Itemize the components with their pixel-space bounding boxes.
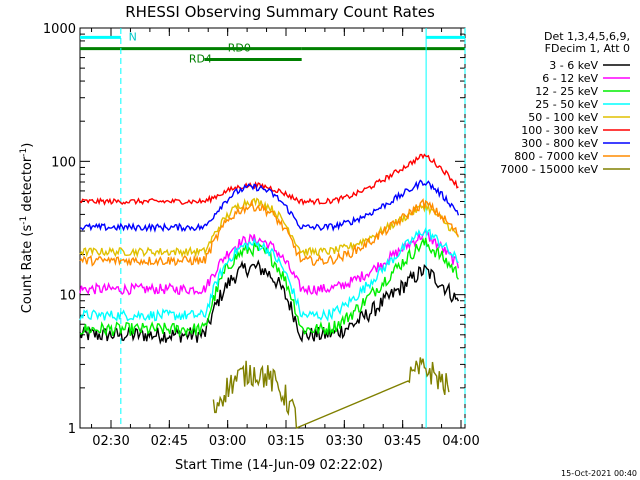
legend: Det 1,3,4,5,6,9, FDecim 1, Att 0 3 - 6 k… [500,30,630,176]
series-line-6-12-kev [79,230,460,297]
x-tick-label: 02:45 [151,434,188,449]
flag-bars: N RD0 RD4 [80,30,465,66]
legend-label: 7000 - 15000 keV [500,163,598,176]
series-line-25-50-kev [79,226,459,322]
series-lines [79,153,460,430]
legend-header-line-2: FDecim 1, Att 0 [545,42,630,55]
generation-timestamp: 15-Oct-2021 00:40 [561,469,637,478]
y-tick-label: 1 [68,422,76,437]
series-line-7000-15000-kev [212,357,450,430]
x-tick-label: 03:00 [209,434,246,449]
x-axis-label: Start Time (14-Jun-09 02:22:02) [175,458,383,473]
chart-title: RHESSI Observing Summary Count Rates [125,3,435,21]
series-line-3-6-kev [79,259,460,345]
legend-label: 25 - 50 keV [535,98,598,111]
y-axis-label: Count Rate (s-1 detector-1) [19,143,35,314]
legend-header-line-1: Det 1,3,4,5,6,9, [544,30,630,43]
y-tick-label: 1000 [43,22,76,37]
y-axis-label-end: ) [20,143,35,148]
series-line-800-7000-kev [79,198,459,267]
y-axis-label-main: Count Rate (s [20,225,35,314]
x-tick-label: 03:15 [267,434,304,449]
flag-label-n: N [129,30,137,43]
x-tick-label: 02:30 [92,434,129,449]
flag-label-rd4: RD4 [189,53,212,66]
vertical-markers [120,28,466,428]
legend-label: 300 - 800 keV [521,137,598,150]
legend-label: 12 - 25 keV [535,85,598,98]
y-tick-label: 100 [51,155,76,170]
legend-label: 100 - 300 keV [521,124,598,137]
y-axis-label-sup2: -1 [19,148,29,157]
y-tick-labels: 1 10 100 1000 [43,22,76,437]
series-line-300-800-kev [79,179,460,233]
legend-label: 50 - 100 keV [528,111,598,124]
legend-label: 3 - 6 keV [549,59,598,72]
axis-ticks [80,27,465,429]
legend-label: 800 - 7000 keV [514,150,598,163]
y-tick-label: 10 [59,289,76,304]
flag-label-rd0: RD0 [228,42,251,55]
x-tick-label: 03:45 [384,434,421,449]
x-tick-labels: 02:30 02:45 03:00 03:15 03:30 03:45 04:00 [92,434,479,449]
legend-label: 6 - 12 keV [542,72,598,85]
y-axis-label-sup1: -1 [19,216,29,225]
x-tick-label: 03:30 [326,434,363,449]
x-tick-label: 04:00 [442,434,479,449]
y-axis-label-mid: detector [20,156,35,216]
plot-frame [79,27,466,429]
series-line-100-300-kev [79,153,459,206]
